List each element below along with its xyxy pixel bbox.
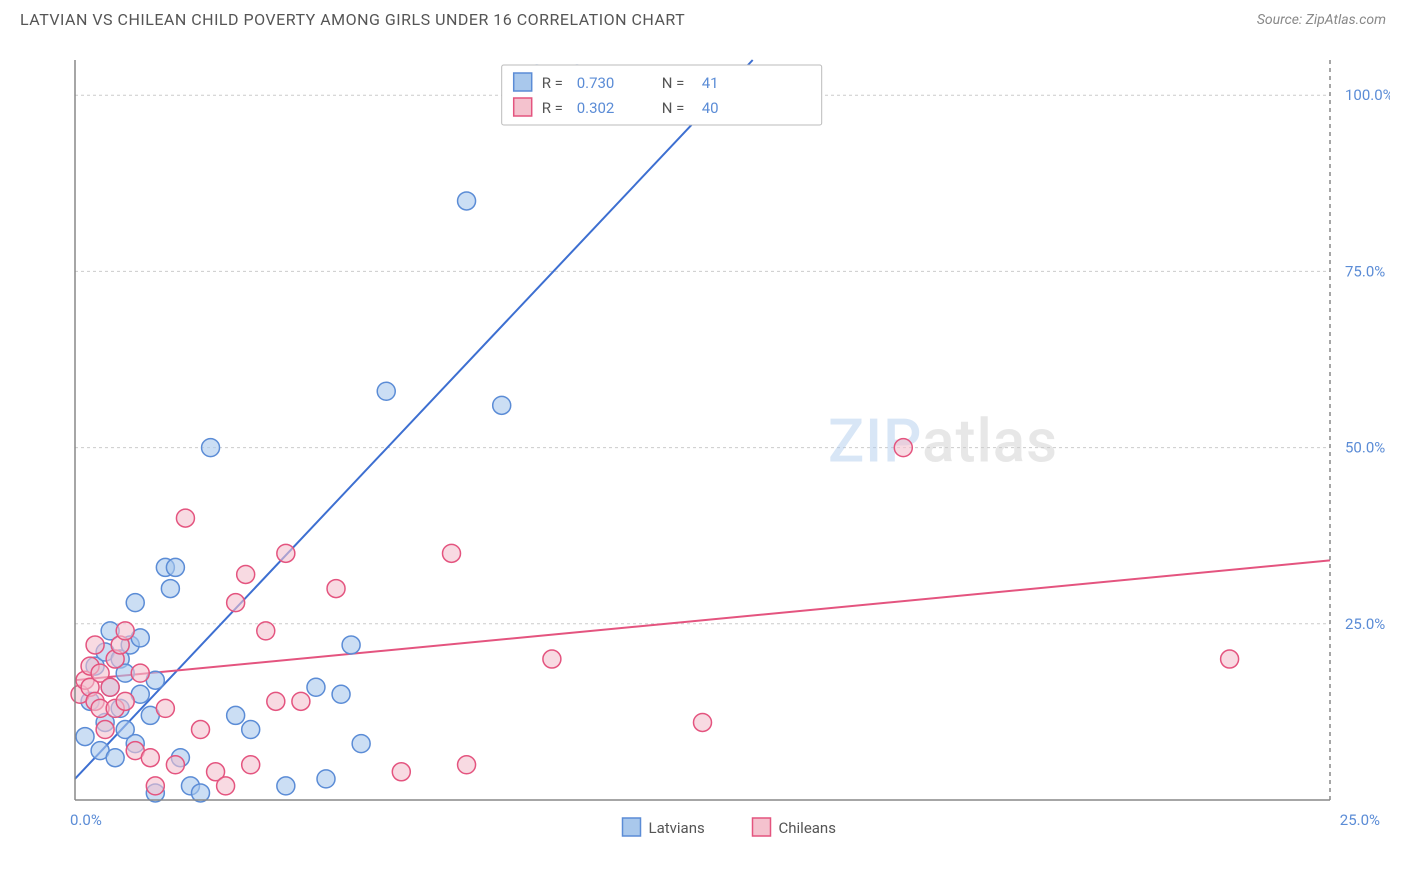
- stat-n-value-1: 41: [702, 74, 719, 92]
- stat-r-label-2: R =: [542, 99, 563, 117]
- data-point: [694, 713, 712, 731]
- legend-label-latvians: Latvians: [649, 819, 705, 837]
- data-point: [242, 756, 260, 774]
- data-point: [141, 749, 159, 767]
- legend-label-chileans: Chileans: [779, 819, 836, 837]
- data-point: [352, 735, 370, 753]
- data-point: [377, 382, 395, 400]
- y-tick-label: 100.0%: [1345, 86, 1390, 104]
- stat-n-value-2: 40: [702, 99, 719, 117]
- data-point: [292, 692, 310, 710]
- data-point: [101, 678, 119, 696]
- x-tick-label: 0.0%: [70, 811, 102, 829]
- y-tick-label: 25.0%: [1345, 615, 1385, 633]
- data-point: [131, 664, 149, 682]
- data-point: [332, 685, 350, 703]
- chart-source: Source: ZipAtlas.com: [1257, 12, 1386, 28]
- data-point: [202, 439, 220, 457]
- chart-header: LATVIAN VS CHILEAN CHILD POVERTY AMONG G…: [0, 0, 1406, 34]
- y-tick-label: 75.0%: [1345, 262, 1385, 280]
- data-point: [543, 650, 561, 668]
- stat-n-label-2: N =: [662, 99, 685, 117]
- data-point: [458, 192, 476, 210]
- data-point: [116, 692, 134, 710]
- legend-swatch-latvians-bottom: [623, 818, 641, 836]
- data-point: [116, 622, 134, 640]
- data-point: [217, 777, 235, 795]
- data-point: [307, 678, 325, 696]
- data-point: [176, 509, 194, 527]
- data-point: [227, 594, 245, 612]
- data-point: [237, 565, 255, 583]
- data-point: [277, 777, 295, 795]
- data-point: [76, 728, 94, 746]
- data-point: [146, 777, 164, 795]
- data-point: [392, 763, 410, 781]
- data-point: [86, 636, 104, 654]
- data-point: [106, 749, 124, 767]
- data-point: [1221, 650, 1239, 668]
- data-point: [166, 558, 184, 576]
- legend-swatch-latvians: [514, 73, 532, 91]
- watermark: ZIPatlas: [828, 406, 1058, 477]
- data-point: [327, 580, 345, 598]
- data-point: [96, 721, 114, 739]
- scatter-chart: 25.0% 50.0% 75.0% 100.0% ZIPatlas 0.0% 25.0% Ch…: [50, 45, 1390, 855]
- legend-swatch-chileans-bottom: [753, 818, 771, 836]
- chart-container: 25.0% 50.0% 75.0% 100.0% ZIPatlas 0.0% 25.0% Ch…: [50, 45, 1390, 855]
- stat-r-value-1: 0.730: [577, 74, 615, 92]
- data-point: [257, 622, 275, 640]
- data-point: [192, 721, 210, 739]
- stat-r-label: R =: [542, 74, 563, 92]
- stat-n-label: N =: [662, 74, 685, 92]
- data-point: [161, 580, 179, 598]
- y-tick-label: 50.0%: [1345, 439, 1385, 457]
- x-tick-label: 25.0%: [1340, 811, 1380, 829]
- data-point: [317, 770, 335, 788]
- data-point: [342, 636, 360, 654]
- data-point: [277, 544, 295, 562]
- legend-swatch-chileans: [514, 98, 532, 116]
- data-point: [166, 756, 184, 774]
- data-point: [493, 396, 511, 414]
- data-point: [227, 706, 245, 724]
- data-point: [458, 756, 476, 774]
- data-point: [156, 699, 174, 717]
- data-point: [267, 692, 285, 710]
- data-point: [126, 594, 144, 612]
- data-point: [242, 721, 260, 739]
- chart-title: LATVIAN VS CHILEAN CHILD POVERTY AMONG G…: [20, 10, 685, 29]
- data-point: [443, 544, 461, 562]
- data-point: [894, 439, 912, 457]
- stat-r-value-2: 0.302: [577, 99, 615, 117]
